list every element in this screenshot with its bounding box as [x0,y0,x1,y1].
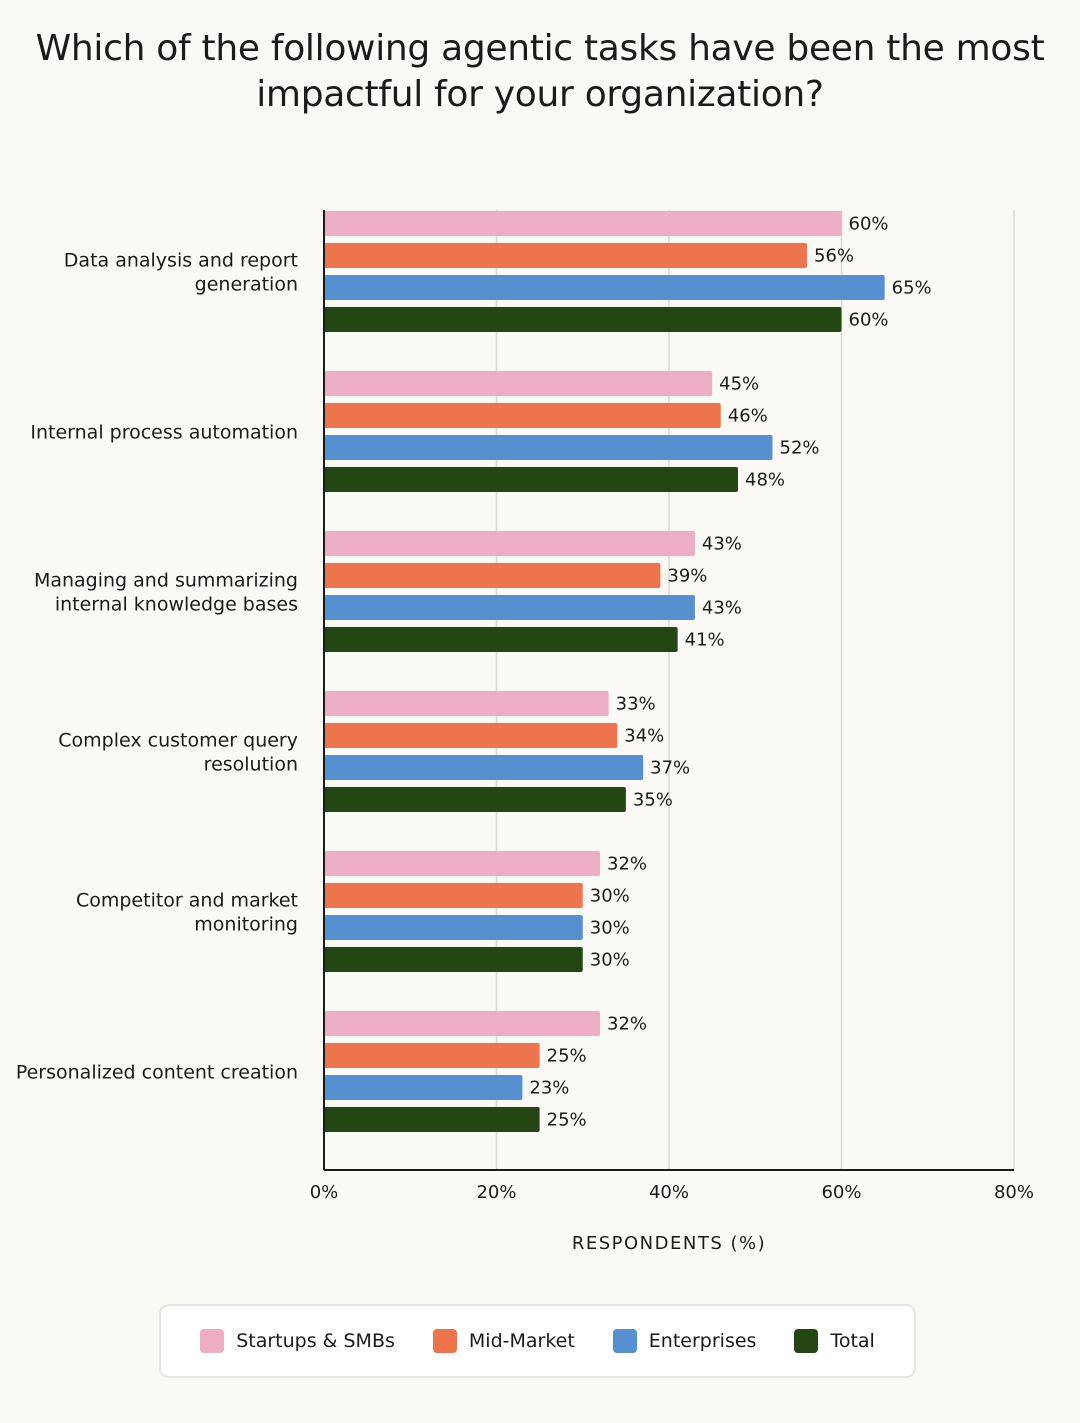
category-label: generation [195,274,298,296]
data-label: 37% [650,758,690,779]
data-label: 41% [685,630,725,651]
category-label: internal knowledge bases [55,594,298,616]
bar [324,531,695,556]
data-label: 30% [590,950,630,971]
legend-swatch [612,1329,637,1353]
data-label: 46% [728,406,768,427]
chart-title-line-1: Which of the following agentic tasks hav… [35,28,1045,69]
category-label: Managing and summarizing [34,570,298,592]
x-tick-label: 60% [821,1182,861,1203]
chart-title: Which of the following agentic tasks hav… [0,26,1080,118]
category-label: resolution [204,754,298,776]
bar [324,211,842,236]
x-tick-label: 40% [649,1182,689,1203]
bar [324,851,600,876]
bar [324,755,644,780]
data-label: 52% [780,438,820,459]
bar [324,467,738,492]
bar [324,787,626,812]
legend-swatch [200,1329,225,1353]
bar [324,1011,600,1036]
bar [324,915,583,940]
bar [324,243,807,268]
data-label: 35% [633,790,673,811]
data-label: 43% [702,598,742,619]
bar-chart: 60%56%65%60%Data analysis and reportgene… [16,210,1034,1254]
legend-item: Mid-Market [432,1329,575,1353]
data-label: 45% [719,374,759,395]
data-label: 25% [547,1046,587,1067]
data-label: 39% [667,566,707,587]
bar [324,691,609,716]
bar [324,435,773,460]
data-label: 43% [702,534,742,555]
legend-item: Enterprises [612,1329,757,1353]
bar [324,403,721,428]
chart-legend: Startups & SMBs Mid-Market Enterprises Tota… [159,1304,916,1378]
category-label: Competitor and market [76,890,298,912]
data-label: 32% [607,854,647,875]
data-label: 30% [590,918,630,939]
legend-label: Startups & SMBs [236,1330,395,1352]
bar [324,371,713,396]
legend-label: Total [830,1330,875,1352]
x-axis-title: RESPONDENTS (%) [572,1233,766,1254]
bar [324,1107,540,1132]
bar [324,595,695,620]
data-label: 33% [616,694,656,715]
bar [324,947,583,972]
bar [324,1043,540,1068]
data-label: 30% [590,886,630,907]
legend-label: Mid-Market [468,1330,575,1352]
data-label: 65% [892,278,932,299]
legend-item: Total [794,1329,875,1353]
legend-swatch [794,1329,819,1353]
data-label: 23% [529,1078,569,1099]
x-tick-label: 80% [994,1182,1034,1203]
x-tick-label: 20% [476,1182,516,1203]
chart-title-line-2: impactful for your organization? [256,74,824,115]
data-label: 32% [607,1014,647,1035]
legend-item: Startups & SMBs [200,1329,395,1353]
category-label: Personalized content creation [16,1062,298,1084]
bar [324,563,661,588]
data-label: 60% [849,214,889,235]
bar [324,307,842,332]
bar [324,275,885,300]
category-label: Complex customer query [58,730,298,752]
legend-swatch [432,1329,457,1353]
bar [324,627,678,652]
data-label: 60% [849,310,889,331]
legend-label: Enterprises [648,1330,757,1352]
data-label: 56% [814,246,854,267]
category-label: monitoring [194,914,298,936]
data-label: 34% [624,726,664,747]
data-label: 25% [547,1110,587,1131]
x-tick-label: 0% [310,1182,339,1203]
bar [324,1075,523,1100]
bar [324,883,583,908]
category-label: Data analysis and report [64,250,298,272]
bar [324,723,618,748]
category-label: Internal process automation [30,422,298,444]
data-label: 48% [745,470,785,491]
